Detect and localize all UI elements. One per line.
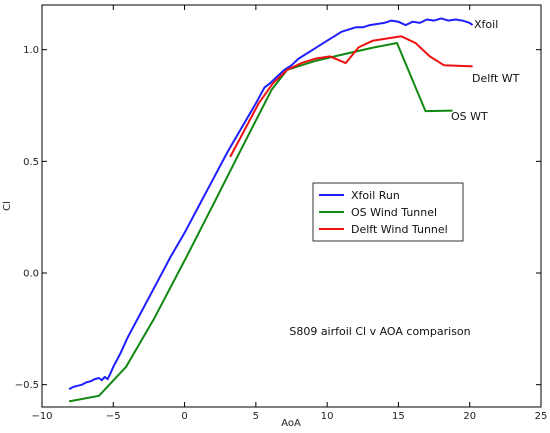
y-tick-label: 0.0 <box>23 269 39 280</box>
series-line <box>68 42 453 403</box>
x-tick-label: 25 <box>535 411 548 422</box>
legend: Xfoil Run OS Wind Tunnel Delft Wind Tunnel <box>312 182 464 242</box>
legend-entry: OS Wind Tunnel <box>351 206 437 219</box>
x-tick-label: −10 <box>31 411 52 422</box>
series-end-label: OS WT <box>451 110 488 123</box>
x-tick-label: 5 <box>253 411 259 422</box>
y-tick-label: 1.0 <box>23 45 39 56</box>
legend-entry: Delft Wind Tunnel <box>351 223 448 236</box>
y-axis-label: Cl <box>2 201 13 211</box>
axis-ticks: −10 −5 0 5 10 15 20 25 −0.5 0.0 0.5 1.0 <box>15 5 548 422</box>
x-tick-label: 15 <box>392 411 405 422</box>
series-line <box>68 17 474 390</box>
y-tick-label: 0.5 <box>23 157 39 168</box>
x-tick-label: 0 <box>181 411 187 422</box>
series-line <box>229 35 473 158</box>
y-tick-label: −0.5 <box>15 380 39 391</box>
series-end-label: Xfoil <box>474 18 498 31</box>
legend-entry: Xfoil Run <box>351 189 400 202</box>
plot-frame <box>41 4 542 408</box>
series-lines: Xfoil OS WT Delft WT <box>68 17 520 403</box>
x-tick-label: −5 <box>106 411 121 422</box>
chart-annotation: S809 airfoil Cl v AOA comparison <box>289 325 470 338</box>
x-axis-label: AoA <box>281 418 301 429</box>
series-end-label: Delft WT <box>472 72 520 85</box>
x-tick-label: 20 <box>463 411 476 422</box>
x-tick-label: 10 <box>321 411 334 422</box>
